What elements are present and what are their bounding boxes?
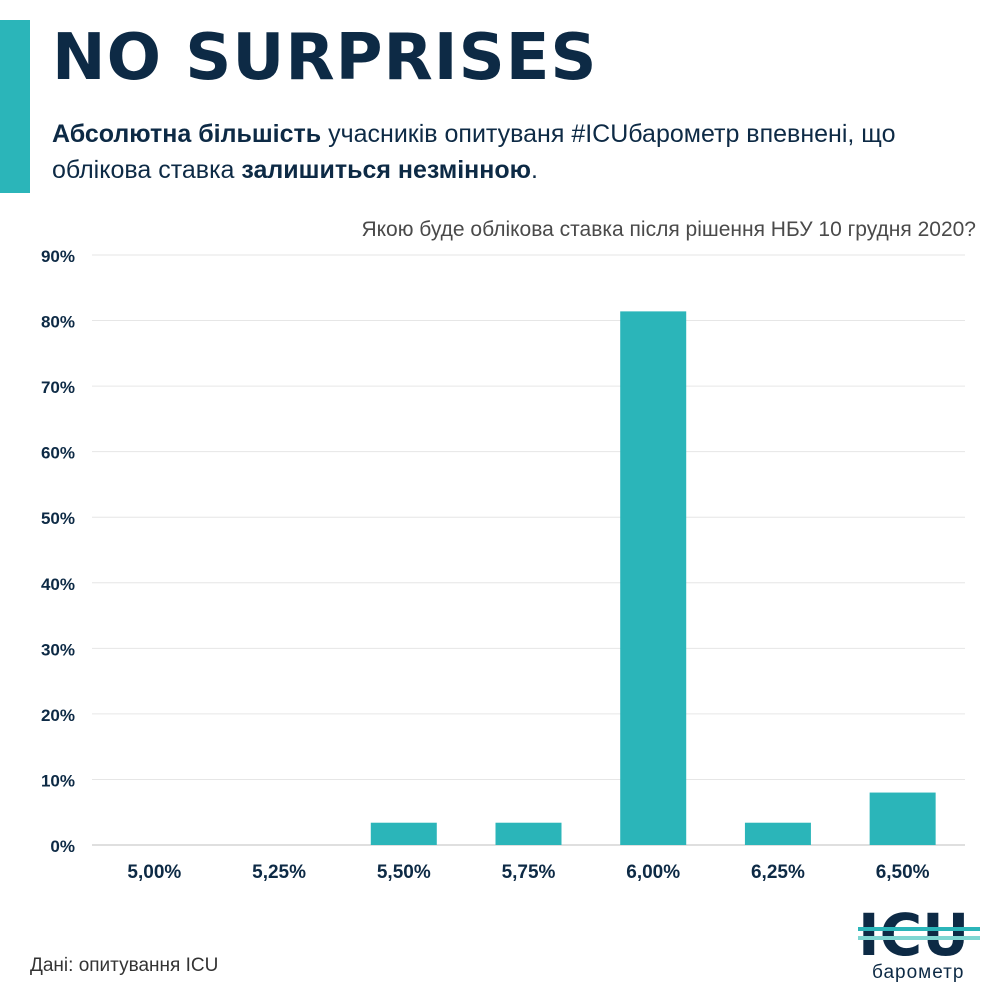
- subtitle-part: Абсолютна більшість: [52, 120, 322, 148]
- bar: [370, 822, 437, 845]
- x-tick-label: 6,00%: [626, 862, 680, 883]
- x-tick-label: 5,25%: [252, 862, 306, 883]
- x-tick-label: 5,00%: [127, 862, 181, 883]
- subtitle-part: учасників опитуваня #ICUбарометр впевнен…: [52, 120, 896, 184]
- chart-title: Якою буде облікова ставка після рішення …: [361, 218, 976, 241]
- bar: [744, 822, 811, 845]
- bar-chart: 0% 10% 20% 30% 40% 50% 60% 70% 80% 90% 5,00% 5,25% 5…: [41, 247, 965, 883]
- x-tick-label: 5,50%: [377, 862, 431, 883]
- accent-bar: [0, 20, 30, 193]
- subtitle-part: .: [530, 156, 538, 184]
- y-tick-label: 80%: [41, 313, 75, 332]
- y-tick-label: 30%: [41, 640, 75, 659]
- y-tick-label: 60%: [41, 444, 75, 463]
- y-tick-label: 70%: [41, 378, 75, 397]
- subtitle-part: залишиться незмінною: [241, 156, 531, 184]
- icu-logo: ICU: [858, 905, 980, 969]
- subtitle: Абсолютна більшість учасників опитуваня …: [52, 116, 972, 188]
- y-tick-label: 40%: [41, 575, 75, 594]
- y-tick-label: 20%: [41, 706, 75, 725]
- y-tick-label: 10%: [41, 771, 75, 790]
- logo-stripe: [858, 927, 980, 931]
- x-tick-label: 6,25%: [751, 862, 805, 883]
- x-tick-label: 5,75%: [502, 862, 556, 883]
- bar: [495, 822, 562, 845]
- y-tick-label: 0%: [50, 837, 75, 856]
- x-tick-label: 6,50%: [876, 862, 930, 883]
- bar: [620, 311, 687, 845]
- logo-stripe: [858, 936, 980, 940]
- y-tick-label: 50%: [41, 509, 75, 528]
- logo-subtext: барометр: [872, 962, 965, 983]
- bar: [869, 792, 936, 845]
- source-note: Дані: опитування ICU: [30, 955, 219, 976]
- page-title: NO SURPRISES: [52, 21, 598, 95]
- y-tick-label: 90%: [41, 247, 75, 266]
